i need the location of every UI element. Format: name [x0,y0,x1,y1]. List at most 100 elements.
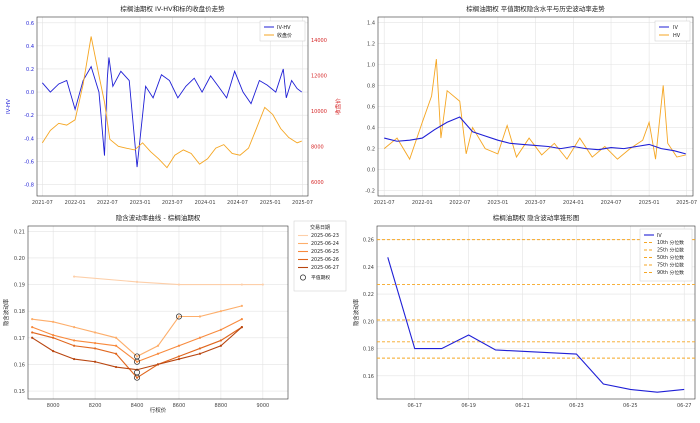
x-tick-label: 8400 [131,403,144,409]
legend-label: 2025-06-27 [311,265,339,271]
series-point [219,339,223,342]
series-point [198,315,202,318]
chart-iv-cone: 棕榈油期权 隐含波动率锥形图 06-17 06-19 06-21 06-23 06-25 0… [350,209,700,419]
series-point [261,283,264,286]
series-point [73,326,76,329]
y-axis-label: 隐含波动率 [352,298,360,326]
series-point [31,318,34,321]
y-tick-label: 0.8 [367,83,375,89]
y-tick-label: 0.16 [14,362,25,368]
x-tick-label: 8200 [89,403,102,409]
plot-frame [376,225,696,400]
x-tick-label: 8800 [215,403,228,409]
y-axis-label: 隐含波动率 [2,298,10,326]
chart-title: 棕榈油期权 平值期权隐含水平与历史波动率走势 [466,4,605,13]
series-point [114,352,118,355]
x-tick-label: 9000 [256,403,269,409]
series-point [93,347,97,350]
y2-tick-label: 12000 [311,73,327,79]
x-tick-label: 2023-01 [130,200,151,206]
chart-iv-smile-svg: 隐含波动率曲线 - 棕榈油期权 8000 8200 8400 8600 8800 9000 0… [2,213,347,414]
legend-title: 交易日期 [310,224,330,231]
x-tick-label: 2022-07 [97,200,118,206]
series-point [198,352,202,355]
series-point [52,336,55,339]
series-point [198,336,202,339]
series-point [114,365,118,369]
series-point [177,344,181,347]
y-tick-label: 0.6 [367,105,375,111]
y-tick-label: 0.18 [363,347,374,353]
y-tick-label: 0.20 [363,319,374,325]
chart-title: 隐含波动率曲线 - 棕榈油期权 [116,213,201,222]
plot-frame [377,16,694,197]
atm-marker [134,358,140,365]
x-tick-label: 2023-07 [162,200,183,206]
y2-tick-label: 10000 [311,109,327,115]
chart-iv-hv-close: 棕榈油期权 IV-HV和标的收盘价走势 2021-07 2022-01 2022-07… [0,0,350,210]
x-tick-label: 06-27 [677,403,692,409]
y-tick-label: 0.21 [14,229,25,235]
y-tick-label: 0.22 [363,292,374,298]
series-point [240,283,243,286]
series-line-0 [74,276,263,286]
y2-axis-label: 收盘价 [334,98,342,115]
chart-iv-hv-trend: 棕榈油期权 平值期权隐含水平与历史波动率走势 2021-07 2022-01 2022… [350,0,700,210]
legend-label: 平值期权 [311,274,330,281]
x-tick-label: 06-21 [515,403,530,409]
chart-iv-smile: 隐含波动率曲线 - 棕榈油期权 8000 8200 8400 8600 8800 9000 0… [0,209,350,419]
y-tick-label: -0.8 [24,182,34,188]
y-tick-label: -0.2 [24,113,34,119]
series-point [219,344,223,347]
series-point [240,326,243,329]
legend-label: IV [673,25,678,31]
series-point [52,320,55,323]
y-tick-label: 0.16 [363,374,374,380]
series-point [240,304,243,307]
series-point [135,376,139,379]
y-tick-label: -0.6 [24,159,34,165]
legend-box [639,228,693,282]
series-point [135,355,139,358]
y-tick-label: 0.4 [367,126,375,132]
series-line-0 [42,57,303,168]
y-tick-label: 0.24 [363,265,374,271]
x-tick-label: 8000 [47,403,60,409]
series-point [93,360,97,363]
series-point [240,318,243,321]
x-tick-label: 2024-01 [563,200,584,206]
series-point [73,357,76,361]
legend-label: HV [673,33,681,39]
series-point [73,275,76,278]
y-tick-label: 1.4 [367,20,375,26]
y-tick-label: 1.2 [367,41,375,47]
y-tick-label: 0.0 [367,168,375,174]
series-line-1 [41,36,302,169]
chart-title: 棕榈油期权 隐含波动率锥形图 [493,213,580,222]
y2-tick-label: 6000 [311,180,324,186]
series-point [135,360,139,363]
plot-frame [36,16,309,197]
x-tick-label: 2021-07 [32,200,53,206]
chart-iv-hv-trend-svg: 棕榈油期权 平值期权隐含水平与历史波动率走势 2021-07 2022-01 2022… [365,4,697,206]
series-line-iv [387,257,685,393]
y2-tick-label: 8000 [311,144,324,150]
x-tick-label: 06-19 [461,403,476,409]
series-point [114,336,118,339]
legend-box [654,20,691,42]
y-tick-label: 0.18 [14,309,25,315]
y-tick-label: 0.20 [14,256,25,262]
series-point [219,310,223,313]
y-tick-label: 0.4 [26,44,34,50]
y-tick-label: 0.0 [26,90,34,96]
chart-title: 棕榈油期权 IV-HV和标的收盘价走势 [120,4,225,13]
legend-atm-marker [300,274,306,281]
series-point [73,339,76,342]
plot-frame [27,225,289,400]
y-tick-label: 0.2 [367,147,375,153]
x-tick-label: 2025-07 [676,200,697,206]
x-tick-label: 06-23 [569,403,584,409]
series-point [52,349,55,353]
y-tick-label: 0.17 [14,336,25,342]
series-point [31,326,34,329]
